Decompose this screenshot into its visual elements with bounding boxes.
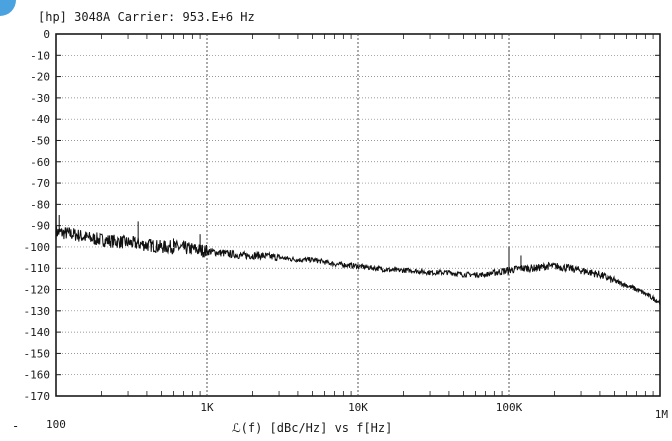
y-tick-label: -140 (24, 326, 51, 339)
noise-trace (55, 215, 661, 305)
y-axis: 0 -10 -20 -30 -40 -50 -60 -70 -80 -90 -100 -110 -120… (24, 28, 660, 403)
y-tick-label: -150 (24, 347, 51, 360)
y-tick-label: -80 (30, 198, 50, 211)
marker-dash: - (12, 419, 19, 433)
y-tick-label: -100 (24, 241, 51, 254)
y-tick-label: -120 (24, 284, 51, 297)
y-tick-label: -50 (30, 134, 50, 147)
chart-title: [hp] 3048A Carrier: 953.E+6 Hz (38, 10, 255, 24)
y-tick-label: -10 (30, 49, 50, 62)
y-tick-label: -110 (24, 262, 51, 275)
grid (56, 34, 660, 396)
x-tick-label: 1M (655, 408, 669, 421)
y-tick-label: -70 (30, 177, 50, 190)
x-tick-label: 100 (46, 418, 66, 431)
y-tick-label: -60 (30, 156, 50, 169)
y-tick-label: -90 (30, 220, 50, 233)
y-tick-label: -170 (24, 390, 51, 403)
y-tick-label: 0 (43, 28, 50, 41)
y-tick-label: -160 (24, 369, 51, 382)
x-tick-label: 1K (200, 401, 214, 414)
x-tick-label: 100K (496, 401, 523, 414)
x-axis-label: ℒ(f) [dBc/Hz] vs f[Hz] (232, 421, 392, 435)
y-tick-label: -130 (24, 305, 51, 318)
y-tick-label: -20 (30, 71, 50, 84)
x-axis: 100 1K 10K 100K 1M (46, 401, 668, 431)
y-tick-label: -30 (30, 92, 50, 105)
y-tick-label: -40 (30, 113, 50, 126)
x-tick-label: 10K (348, 401, 368, 414)
noise-trace-line (55, 226, 661, 305)
